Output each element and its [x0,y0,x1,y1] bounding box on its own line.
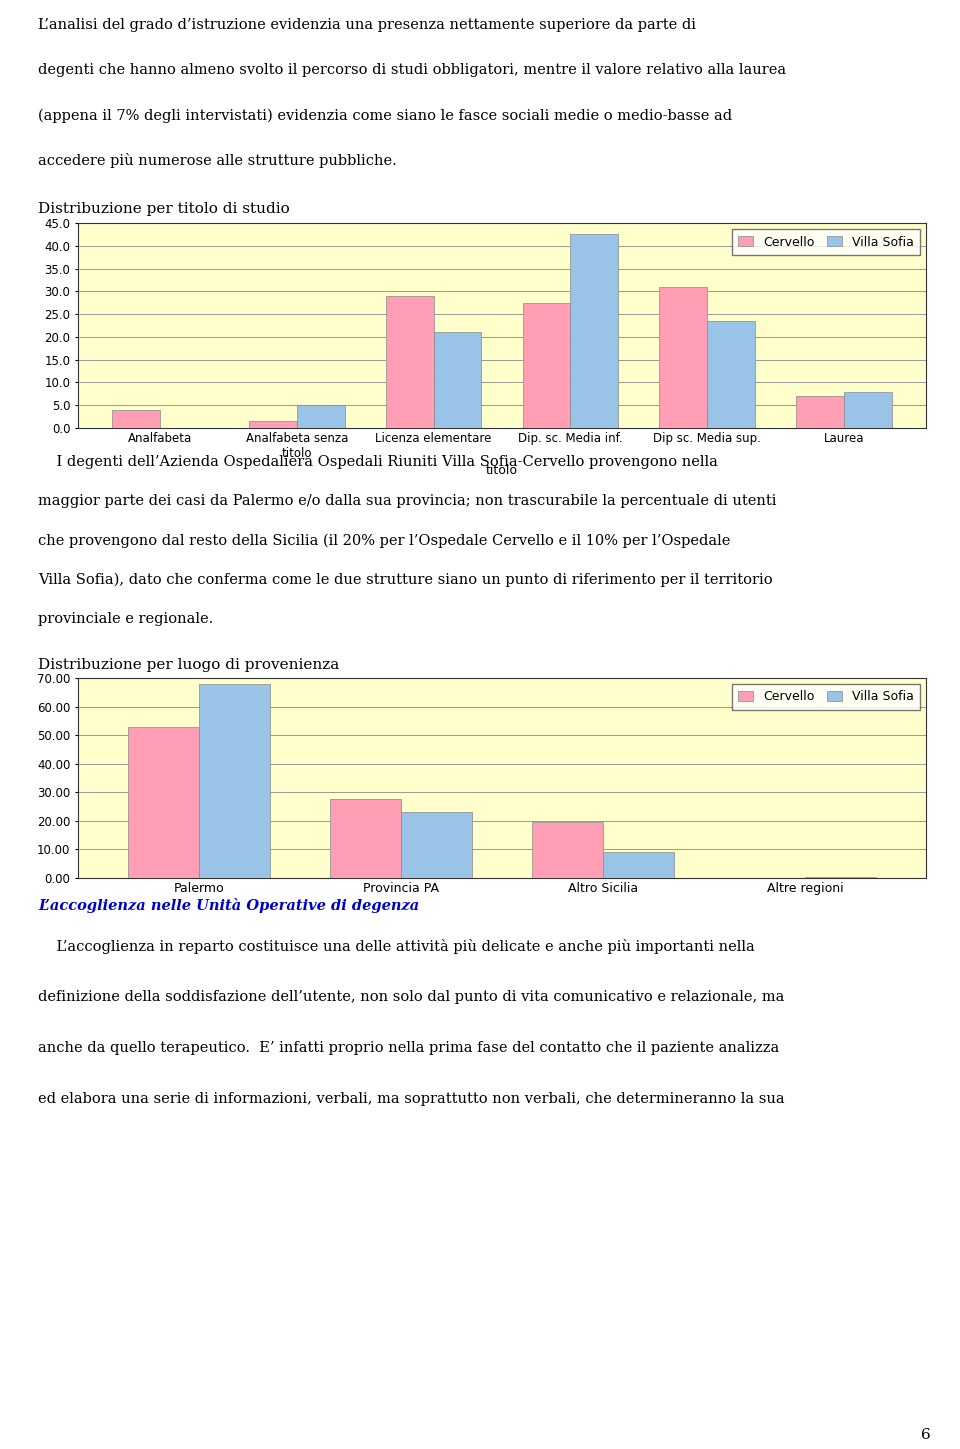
Bar [708,320,755,427]
Bar [199,684,270,878]
Text: Distribuzione per titolo di studio: Distribuzione per titolo di studio [38,201,290,216]
Text: L’analisi del grado d’istruzione evidenzia una presenza nettamente superiore da : L’analisi del grado d’istruzione evidenz… [38,17,696,32]
Bar [330,800,401,878]
Text: L’accoglienza nelle Unità Operative di degenza: L’accoglienza nelle Unità Operative di d… [38,898,420,913]
Legend: Cervello, Villa Sofia: Cervello, Villa Sofia [732,684,920,710]
X-axis label: titolo: titolo [486,464,518,477]
Bar [844,391,892,427]
Text: Villa Sofia), dato che conferma come le due strutture siano un punto di riferime: Villa Sofia), dato che conferma come le … [38,574,773,587]
Text: accedere più numerose alle strutture pubbliche.: accedere più numerose alle strutture pub… [38,154,396,168]
Bar [129,726,199,878]
Bar [603,852,674,878]
Bar [401,813,471,878]
Bar [660,287,708,427]
Bar [796,396,844,427]
Text: 6: 6 [922,1429,931,1442]
Text: I degenti dell’Azienda Ospedaliera Ospedali Riuniti Villa Sofia-Cervello proveng: I degenti dell’Azienda Ospedaliera Osped… [38,455,718,469]
Text: L’accoglienza in reparto costituisce una delle attività più delicate e anche più: L’accoglienza in reparto costituisce una… [38,939,755,955]
Bar [112,410,160,427]
Legend: Cervello, Villa Sofia: Cervello, Villa Sofia [732,229,920,255]
Text: anche da quello terapeutico.  E’ infatti proprio nella prima fase del contatto c: anche da quello terapeutico. E’ infatti … [38,1042,780,1055]
Bar [434,332,482,427]
Bar [386,296,434,427]
Text: maggior parte dei casi da Palermo e/o dalla sua provincia; non trascurabile la p: maggior parte dei casi da Palermo e/o da… [38,494,777,509]
Text: Distribuzione per luogo di provenienza: Distribuzione per luogo di provenienza [38,658,339,672]
Bar [249,422,297,427]
Text: degenti che hanno almeno svolto il percorso di studi obbligatori, mentre il valo: degenti che hanno almeno svolto il perco… [38,64,786,77]
Text: ed elabora una serie di informazioni, verbali, ma soprattutto non verbali, che d: ed elabora una serie di informazioni, ve… [38,1093,784,1107]
Bar [522,303,570,427]
Text: (appena il 7% degli intervistati) evidenzia come siano le fasce sociali medie o : (appena il 7% degli intervistati) eviden… [38,109,732,123]
Bar [532,822,603,878]
Bar [570,235,618,427]
Text: che provengono dal resto della Sicilia (il 20% per l’Ospedale Cervello e il 10% : che provengono dal resto della Sicilia (… [38,533,731,548]
Text: definizione della soddisfazione dell’utente, non solo dal punto di vita comunica: definizione della soddisfazione dell’ute… [38,990,784,1004]
Bar [297,406,345,427]
Text: provinciale e regionale.: provinciale e regionale. [38,613,213,626]
